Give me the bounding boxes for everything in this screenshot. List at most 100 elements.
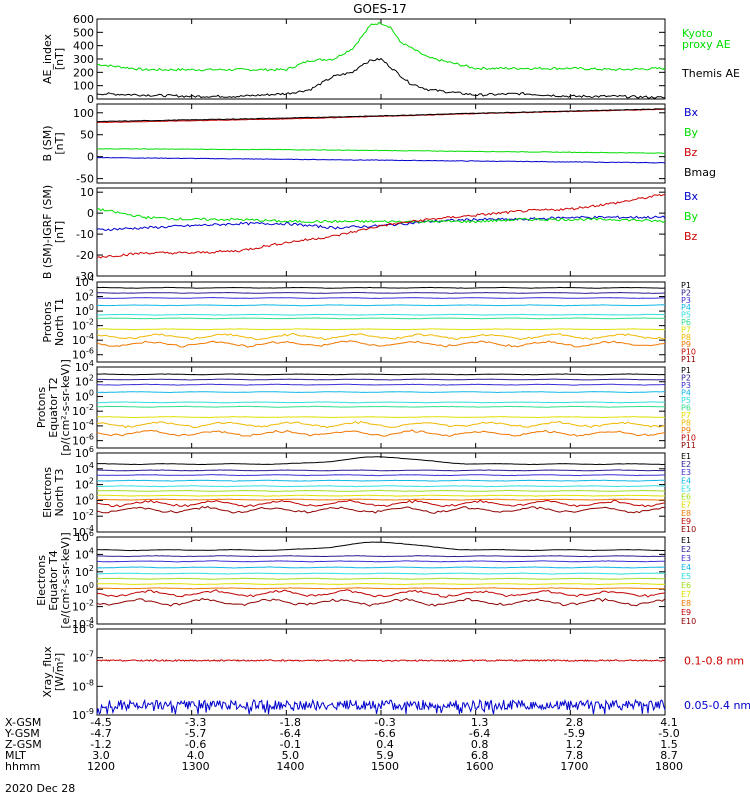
flux-line-4-6 <box>96 317 665 320</box>
ephemeris-value: -0.1 <box>280 738 301 751</box>
channel-label: E3 <box>681 554 691 563</box>
y-tick-label: 102 <box>75 477 94 492</box>
ephemeris-value: 5.9 <box>376 749 394 762</box>
flux-line-4-5 <box>96 313 665 316</box>
y-tick-label: -30 <box>76 270 94 283</box>
y-tick-label: 10-4 <box>72 524 94 539</box>
channel-label: E8 <box>681 599 691 608</box>
channel-label: P2 <box>681 374 691 383</box>
ephemeris-value: -4.7 <box>90 727 111 740</box>
y-tick-label: 104 <box>75 546 94 561</box>
legend-entry: By <box>684 210 699 223</box>
ephemeris-value: 1300 <box>182 760 210 773</box>
y-axis-label: ProtonsNorth T1 <box>41 298 66 346</box>
channel-label: E7 <box>681 501 691 510</box>
y-tick-label: 10-6 <box>72 433 94 448</box>
y-tick-label: 10-2 <box>72 599 94 614</box>
y-tick-label: 50 <box>80 129 94 142</box>
channel-label: E6 <box>681 581 691 590</box>
series-line-2-2 <box>96 148 665 154</box>
flux-line-4-2 <box>96 291 666 294</box>
channel-label: E3 <box>681 468 691 477</box>
channel-label: P11 <box>681 441 696 450</box>
ephemeris-value: -0.6 <box>185 738 206 751</box>
xray-line-2 <box>96 698 666 715</box>
channel-label: P10 <box>681 348 696 357</box>
y-tick-label: -20 <box>76 249 94 262</box>
ephemeris-value: -4.5 <box>90 716 111 729</box>
channel-label: E6 <box>681 493 691 502</box>
channel-label: E2 <box>681 460 691 469</box>
ephemeris-value: 1800 <box>655 760 683 773</box>
panel-2: -50 0 50 100 B (SM)[nT] Bx By Bz Bmag <box>41 103 716 186</box>
legend-entry: Bx <box>684 106 699 119</box>
flux-line-7-4 <box>96 566 666 569</box>
y-tick-label: 104 <box>75 461 94 476</box>
ephemeris-value: 0.4 <box>376 738 394 751</box>
panel-frame <box>96 452 666 533</box>
y-axis-label: B (SM)-IGRF (SM)[nT] <box>41 185 66 279</box>
channel-label: E10 <box>681 525 696 534</box>
y-tick-label: 500 <box>73 26 94 39</box>
ephemeris-value: -5.0 <box>658 727 679 740</box>
y-axis-label: ElectronsNorth T3 <box>41 467 66 518</box>
ephemeris-value: 1.5 <box>660 738 678 751</box>
flux-line-6-7 <box>96 494 666 497</box>
flux-line-6-8 <box>97 498 665 501</box>
y-axis-label: B (SM)[nT] <box>41 125 66 161</box>
panel-3: -30 -20 -10 0 10 B (SM)-IGRF (SM)[nT] Bx By Bz <box>41 185 699 283</box>
flux-line-4-9 <box>96 340 666 348</box>
flux-line-6-1 <box>97 456 666 466</box>
flux-line-4-3 <box>96 296 665 299</box>
ephemeris-value: 1200 <box>87 760 115 773</box>
ephemeris-value: -6.4 <box>469 727 490 740</box>
channel-label: P1 <box>681 366 691 375</box>
ephemeris-row-label: MLT <box>5 749 26 762</box>
flux-line-7-7 <box>96 582 666 586</box>
channel-label: P10 <box>681 434 696 443</box>
y-axis-label: ProtonsEquator T2[p/(cm²-s-sr-keV)] <box>35 359 72 456</box>
ephemeris-value: -5.9 <box>564 727 585 740</box>
channel-label: P4 <box>681 303 691 312</box>
y-tick-label: 10-8 <box>72 678 94 693</box>
ephemeris-value: -5.7 <box>185 727 206 740</box>
y-tick-label: 10-7 <box>72 650 94 665</box>
y-tick-label: 102 <box>75 374 94 389</box>
y-tick-label: 0 <box>87 93 94 106</box>
y-tick-label: 10-4 <box>72 616 94 631</box>
flux-line-5-3 <box>97 383 666 386</box>
ephemeris-value: 6.8 <box>471 749 489 762</box>
channel-label: P6 <box>681 318 691 327</box>
ephemeris-value: 1.3 <box>471 716 489 729</box>
y-tick-label: -10 <box>76 228 94 241</box>
legend-entry: Kyoto proxy AE <box>682 27 731 51</box>
channel-label: E5 <box>681 484 691 493</box>
series-line-3-2 <box>96 208 666 224</box>
channel-label: P5 <box>681 396 691 405</box>
legend-entry: Bz <box>684 146 698 159</box>
plot-title: GOES-17 <box>353 2 407 16</box>
flux-line-6-6 <box>96 489 666 492</box>
flux-line-7-10 <box>96 597 666 607</box>
ephemeris-value: -1.2 <box>90 738 111 751</box>
panel-8: 10-9 10-8 10-7 10-6 Xray_flux[W/m²] 0.1-0.8 n… <box>41 621 750 722</box>
xray-line-1 <box>96 659 666 662</box>
channel-label: E7 <box>681 590 691 599</box>
flux-line-7-9 <box>96 589 666 598</box>
flux-line-7-5 <box>97 572 666 575</box>
y-tick-label: 104 <box>75 359 94 374</box>
flux-line-7-1 <box>96 541 666 552</box>
channel-label: P6 <box>681 404 691 413</box>
flux-line-6-4 <box>97 479 666 482</box>
y-tick-label: 106 <box>75 445 94 460</box>
y-tick-label: 400 <box>73 40 94 53</box>
series-line-3-3 <box>96 194 665 259</box>
channel-label: P3 <box>681 381 691 390</box>
channel-label: E9 <box>681 517 691 526</box>
flux-line-5-5 <box>96 401 666 404</box>
